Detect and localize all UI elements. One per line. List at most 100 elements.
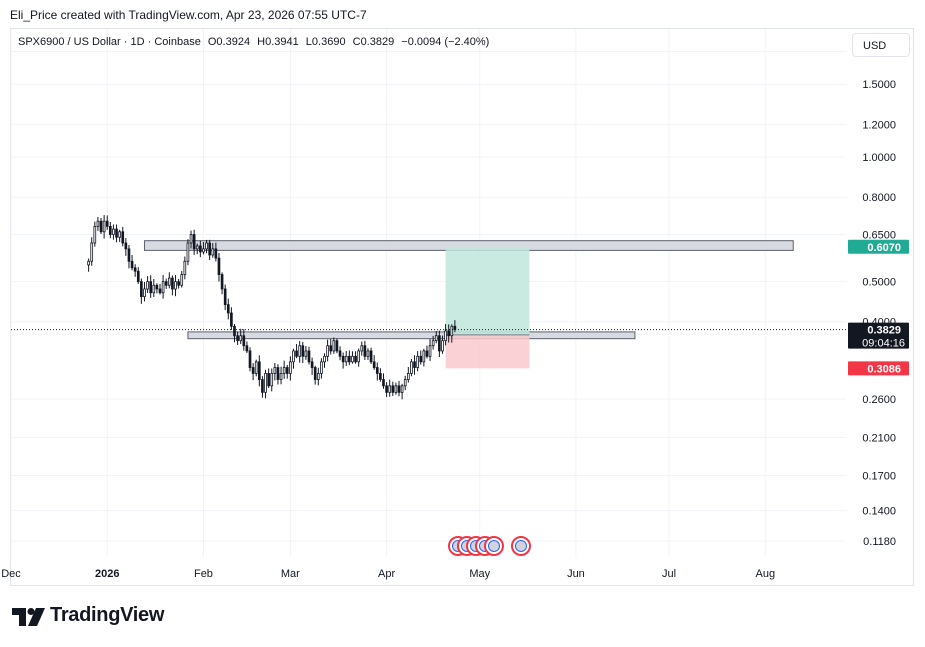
candle xyxy=(369,350,373,363)
candle xyxy=(186,242,190,262)
candle xyxy=(192,234,196,250)
target-price-badge-label: 0.6070 xyxy=(867,242,901,254)
legend-change: −0.0094 (−2.40%) xyxy=(401,36,490,48)
candle xyxy=(242,335,246,347)
candle xyxy=(320,361,323,374)
candle xyxy=(298,345,302,357)
y-tick-label: 0.8000 xyxy=(862,192,896,204)
current-price-badge xyxy=(848,322,909,349)
y-tick-label: 1.2000 xyxy=(862,119,896,131)
candle xyxy=(425,350,429,357)
candle xyxy=(233,325,236,337)
candle xyxy=(270,373,274,387)
candle xyxy=(416,355,419,368)
candle xyxy=(189,234,193,244)
candle xyxy=(108,225,112,235)
y-tick-label: 1.5000 xyxy=(862,79,896,91)
candle xyxy=(133,267,137,272)
candle xyxy=(130,260,134,269)
legend-symbol[interactable]: SPX6900 / US Dollar · 1D · Coinbase xyxy=(18,36,201,48)
currency-button[interactable]: USD xyxy=(852,33,910,57)
position-stop-zone[interactable] xyxy=(445,334,530,369)
position-target-zone[interactable] xyxy=(445,246,530,335)
y-tick-label: 0.6500 xyxy=(862,230,896,242)
candle xyxy=(406,373,410,380)
tradingview-logo-icon xyxy=(12,607,45,626)
candle xyxy=(379,373,382,380)
candle xyxy=(307,350,311,363)
legend-low: L0.3690 xyxy=(305,36,346,48)
y-tick-label: 0.2600 xyxy=(862,394,896,406)
candle xyxy=(202,248,205,253)
candle xyxy=(332,340,336,352)
x-tick-label: Aug xyxy=(756,568,776,580)
symbol-legend: SPX6900 / US Dollar · 1D · Coinbase O0.3… xyxy=(18,36,493,48)
candle xyxy=(257,361,261,380)
x-tick-label: Jun xyxy=(567,568,585,580)
candle xyxy=(344,355,348,363)
flag-icon xyxy=(514,540,527,552)
candle xyxy=(279,373,283,380)
candle xyxy=(267,373,270,387)
candle xyxy=(236,335,239,342)
candle xyxy=(87,260,90,266)
legend-high: H0.3941 xyxy=(257,36,299,48)
candle xyxy=(447,330,451,337)
y-tick-label: 0.1400 xyxy=(862,505,896,517)
candle xyxy=(348,355,351,363)
candle xyxy=(351,355,354,363)
candle xyxy=(434,335,438,342)
candle xyxy=(276,367,280,380)
candle xyxy=(441,340,444,352)
candle xyxy=(422,350,426,363)
candle xyxy=(146,281,149,290)
y-tick-label: 0.1180 xyxy=(863,536,896,548)
candle xyxy=(295,350,298,357)
candle xyxy=(394,385,398,393)
candle xyxy=(248,350,252,368)
candle xyxy=(444,330,447,342)
candle xyxy=(372,361,376,368)
candle xyxy=(413,361,416,368)
candle xyxy=(171,277,174,290)
candle xyxy=(313,367,317,380)
candle xyxy=(329,345,333,352)
candle xyxy=(214,248,218,259)
candle xyxy=(403,379,407,387)
candle xyxy=(438,335,441,352)
x-tick-label: Jul xyxy=(662,568,676,580)
candle xyxy=(323,355,326,363)
candle xyxy=(282,367,286,374)
target-price-badge xyxy=(848,239,909,254)
candle xyxy=(341,355,345,363)
candle xyxy=(391,385,395,393)
candle xyxy=(164,281,168,286)
candle xyxy=(251,367,255,374)
tradingview-logo-text: TradingView xyxy=(50,604,165,626)
candle xyxy=(127,248,131,262)
candle xyxy=(431,340,435,347)
candle xyxy=(400,385,404,393)
candle xyxy=(136,270,140,283)
y-tick-label: 0.2100 xyxy=(862,433,896,445)
candle xyxy=(143,288,146,298)
candle xyxy=(273,367,277,374)
candle xyxy=(285,367,289,374)
candle xyxy=(96,220,100,227)
candle xyxy=(397,385,401,393)
candle xyxy=(453,325,457,330)
y-tick-label: 0.5000 xyxy=(862,277,896,289)
tradingview-logo[interactable]: TradingView xyxy=(12,604,164,627)
candle xyxy=(301,345,305,357)
candle xyxy=(264,373,267,393)
candle xyxy=(254,361,258,374)
candle xyxy=(335,340,339,352)
candle xyxy=(155,284,159,290)
zone-rectangle[interactable] xyxy=(187,331,636,340)
candle xyxy=(149,281,153,294)
candle xyxy=(217,257,221,275)
candle xyxy=(292,350,295,363)
candle xyxy=(183,260,187,275)
candle xyxy=(99,220,103,233)
